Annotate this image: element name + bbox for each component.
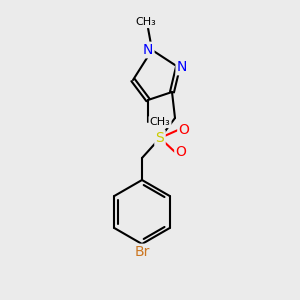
Text: CH₃: CH₃ (136, 17, 156, 27)
Text: O: O (176, 145, 186, 159)
Text: N: N (177, 60, 187, 74)
Text: O: O (178, 123, 189, 137)
Text: N: N (143, 43, 153, 57)
Text: S: S (156, 131, 164, 145)
Text: Br: Br (134, 245, 150, 259)
Text: CH₃: CH₃ (150, 117, 170, 127)
